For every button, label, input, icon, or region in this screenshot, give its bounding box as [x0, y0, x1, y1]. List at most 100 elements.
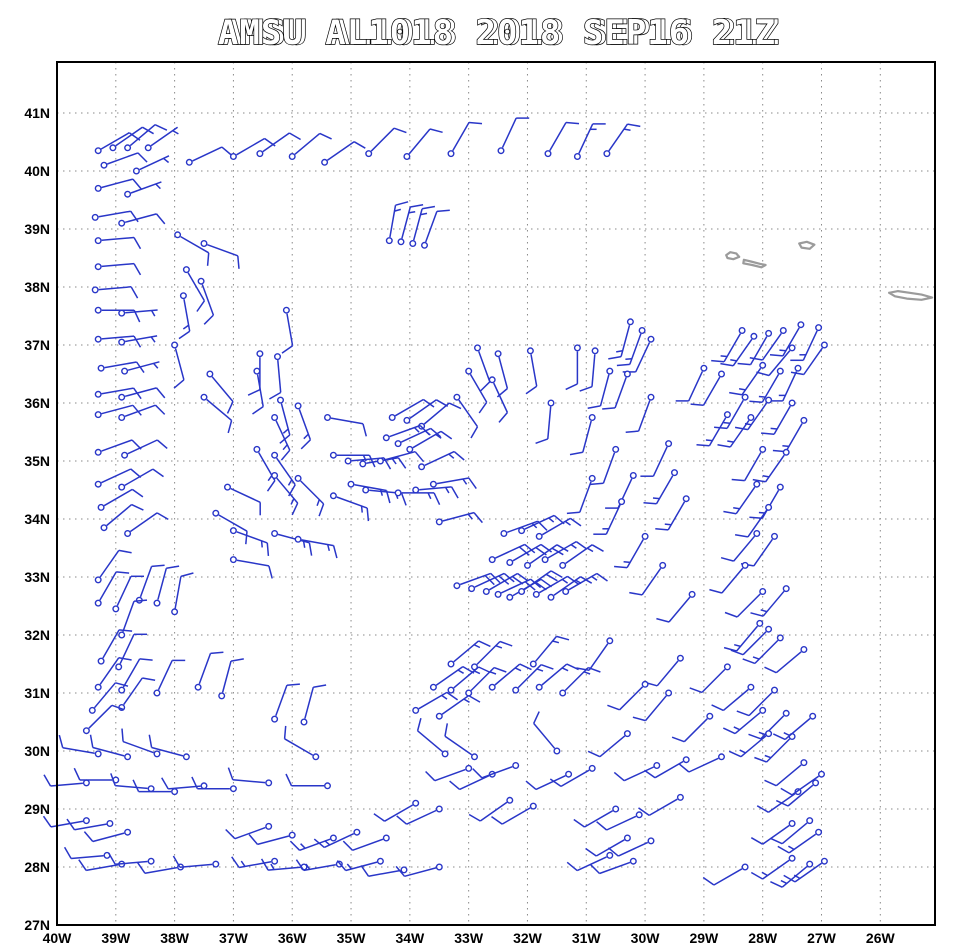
wind-barb — [403, 399, 449, 424]
wind-barb — [94, 236, 142, 250]
wind-barb — [535, 399, 555, 445]
wind-barb — [118, 468, 164, 491]
wind-barb — [124, 512, 169, 538]
wind-barb — [421, 209, 450, 249]
x-tick-label-33W: 33W — [454, 930, 484, 946]
wind-barb — [544, 121, 580, 158]
wind-barb — [714, 393, 749, 430]
wind-barb — [749, 367, 784, 404]
wind-barb — [223, 483, 261, 516]
wind-barb — [749, 327, 787, 361]
wind-barb — [444, 723, 479, 761]
wind-barb — [200, 239, 240, 269]
x-axis-labels: 40W 39W 38W 37W 36W 35W 34W 33W 32W 31W 30W 29W 28W 2… — [43, 930, 896, 946]
x-tick-label-29W: 29W — [689, 930, 719, 946]
wind-barb — [231, 856, 279, 869]
wind-barb — [742, 634, 784, 665]
wind-barb — [709, 561, 749, 594]
wind-barb — [724, 588, 767, 618]
wind-barb — [118, 213, 166, 227]
x-tick-label-39W: 39W — [101, 930, 131, 946]
wind-barb — [723, 480, 761, 515]
wind-barb — [770, 860, 814, 888]
wind-barb — [756, 344, 796, 377]
wind-barb — [638, 793, 684, 817]
wind-barb — [82, 704, 125, 735]
wind-barb — [97, 488, 144, 511]
wind-barb — [191, 776, 237, 793]
wind-barb — [94, 571, 130, 607]
wind-barb — [395, 863, 443, 878]
wind-barb — [212, 509, 248, 545]
wind-barb — [607, 837, 655, 857]
wind-barb — [118, 677, 156, 712]
wind-barb — [587, 730, 631, 758]
wind-barb — [94, 335, 142, 348]
y-tick-label-33N: 33N — [24, 569, 50, 585]
plot-frame — [56, 61, 936, 926]
wind-barb — [616, 327, 646, 367]
wind-barb — [110, 773, 155, 793]
wind-barb — [671, 712, 714, 743]
wind-barb — [447, 121, 483, 158]
wind-barb — [300, 684, 327, 726]
wind-barb — [535, 517, 582, 540]
wind-barb — [596, 811, 643, 831]
x-tick-label-32W: 32W — [513, 930, 543, 946]
wind-barb — [88, 682, 129, 714]
x-tick-label-37W: 37W — [219, 930, 249, 946]
wind-barb — [587, 367, 614, 409]
y-tick-label-39N: 39N — [24, 221, 50, 237]
wind-barbs — [42, 117, 828, 888]
wind-barb — [518, 514, 565, 535]
x-tick-label-28W: 28W — [748, 930, 778, 946]
wind-barb — [135, 564, 165, 604]
wind-barb — [42, 815, 90, 828]
wind-barb — [734, 503, 773, 538]
wind-barb — [324, 414, 368, 437]
wind-barb — [524, 544, 569, 569]
wind-barb — [447, 640, 491, 668]
wind-barb — [289, 834, 337, 852]
wind-barb — [625, 393, 655, 433]
wind-barb — [750, 585, 790, 617]
x-tick-label-27W: 27W — [807, 930, 837, 946]
wind-barb — [748, 709, 790, 740]
wind-barb — [121, 361, 160, 375]
wind-barb — [465, 367, 488, 414]
wind-barb — [549, 764, 596, 788]
wind-barb — [283, 725, 320, 761]
wind-barb — [656, 590, 696, 623]
wind-barb — [382, 424, 430, 442]
wind-barb — [418, 450, 465, 471]
wind-barb — [94, 549, 132, 584]
y-tick-label-40N: 40N — [24, 163, 50, 179]
wind-barb — [94, 404, 142, 419]
chart-title-ghost: AMSU AL1018 2018 SEP16 21Z — [222, 13, 780, 53]
wind-barb — [750, 820, 796, 845]
wind-barb — [529, 635, 570, 668]
wind-barb — [764, 646, 808, 674]
wind-barb — [94, 656, 132, 691]
x-tick-label-34W: 34W — [395, 930, 425, 946]
wind-barb — [271, 414, 291, 461]
wind-barb — [121, 439, 168, 459]
wind-barb — [500, 520, 548, 538]
wind-barb — [736, 686, 779, 717]
wind-barb — [277, 396, 291, 444]
coastline-faial — [725, 251, 741, 261]
wind-barb — [118, 658, 153, 694]
wind-barb — [397, 204, 424, 246]
wind-barb — [285, 773, 332, 790]
wind-barb — [566, 474, 596, 515]
wind-barb — [63, 846, 111, 860]
wind-barb — [535, 663, 579, 691]
wind-barb — [482, 572, 529, 596]
wind-barb — [723, 619, 764, 652]
wind-barb — [124, 124, 168, 152]
wind-barb — [790, 324, 823, 362]
wind-barb — [148, 734, 190, 761]
y-tick-label-38N: 38N — [24, 279, 50, 295]
y-tick-label-37N: 37N — [24, 337, 50, 353]
wind-barb — [89, 734, 132, 761]
